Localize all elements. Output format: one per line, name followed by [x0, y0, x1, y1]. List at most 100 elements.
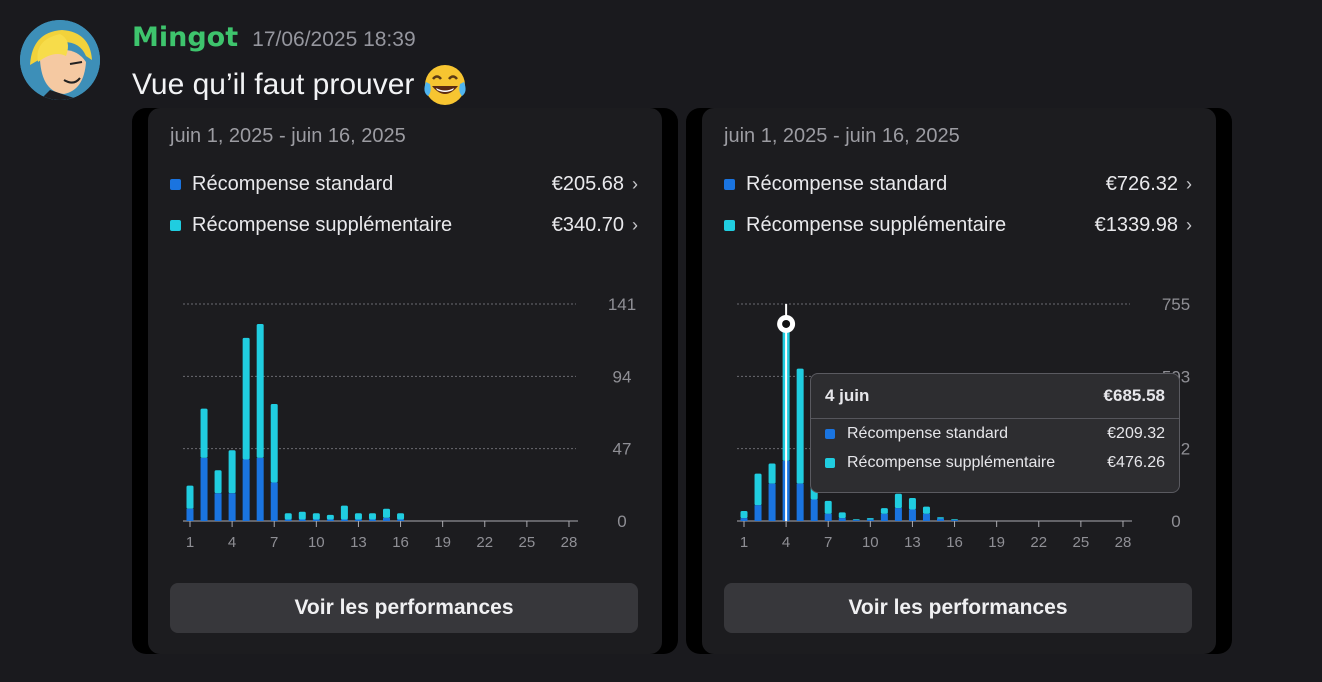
performance-card-1: juin 1, 2025 - juin 16, 2025 Récompense …	[148, 108, 662, 654]
bar-standard	[284, 519, 292, 521]
tooltip-supplementary-value: €476.26	[1107, 453, 1165, 471]
bar-standard	[937, 518, 945, 521]
bar-standard	[383, 517, 391, 521]
tooltip-supplementary-label: Récompense supplémentaire	[847, 453, 1056, 471]
legend-supplementary-row[interactable]: Récompense supplémentaire €340.70 ›	[170, 211, 638, 239]
tooltip-row-standard: Récompense standard €209.32	[811, 419, 1179, 448]
legend-standard-label: Récompense standard	[746, 172, 948, 195]
y-tick-label: 94	[613, 367, 632, 386]
tooltip-standard-value: €209.32	[1107, 424, 1165, 442]
y-tick-label: 0	[617, 512, 626, 531]
x-tick-label: 4	[228, 534, 236, 551]
view-performance-button[interactable]: Voir les performances	[724, 583, 1192, 633]
bar-standard	[740, 518, 748, 521]
message-timestamp: 17/06/2025 18:39	[252, 28, 416, 51]
y-tick-label: 0	[1171, 512, 1180, 531]
legend-supplementary-label: Récompense supplémentaire	[746, 213, 1007, 236]
bar-supplementary	[754, 473, 762, 506]
hover-point-center	[782, 319, 791, 328]
x-tick-label: 22	[476, 534, 493, 551]
bar-supplementary	[298, 511, 306, 520]
card-frame-2: juin 1, 2025 - juin 16, 2025 Récompense …	[686, 108, 1232, 654]
chevron-right-icon: ›	[1186, 173, 1192, 194]
legend-standard-value: €205.68	[551, 172, 624, 195]
x-tick-label: 28	[1115, 534, 1132, 551]
bar-supplementary	[228, 450, 236, 494]
x-tick-label: 16	[946, 534, 963, 551]
bar-supplementary	[354, 513, 362, 520]
bar-supplementary	[838, 512, 846, 519]
bar-standard	[270, 482, 278, 521]
bar-standard	[340, 519, 348, 521]
bar-standard	[951, 520, 959, 521]
y-tick-label: 141	[608, 295, 636, 314]
x-tick-label: 22	[1030, 534, 1047, 551]
bar-supplementary	[368, 513, 376, 520]
rewards-chart-1[interactable]: 141 94 47 0 1 4 7 10 13 16 19 22 25 28	[148, 288, 678, 558]
bar-supplementary	[768, 463, 776, 484]
bar-standard	[810, 499, 818, 521]
x-tick-label: 7	[824, 534, 832, 551]
tooltip-header: 4 juin €685.58	[811, 374, 1179, 419]
bar-supplementary	[866, 518, 874, 520]
date-range: juin 1, 2025 - juin 16, 2025	[724, 125, 960, 147]
standard-color-swatch	[724, 178, 735, 190]
bar-supplementary	[824, 500, 832, 514]
standard-color-swatch	[170, 178, 181, 190]
legend-supplementary-value: €1339.98	[1094, 213, 1178, 236]
avatar-image	[20, 20, 100, 100]
bar-standard	[768, 483, 776, 521]
bar-supplementary	[397, 513, 405, 520]
standard-color-swatch	[825, 428, 835, 439]
avatar[interactable]	[20, 20, 100, 100]
message-header: Mingot 17/06/2025 18:39	[132, 22, 416, 53]
bar-supplementary	[852, 519, 860, 521]
tooltip-total: €685.58	[1103, 386, 1165, 405]
bar-standard	[866, 519, 874, 521]
x-tick-label: 10	[308, 534, 325, 551]
bar-supplementary	[270, 404, 278, 483]
x-tick-label: 13	[904, 534, 921, 551]
bar-standard	[354, 519, 362, 521]
bar-standard	[824, 513, 832, 521]
x-tick-label: 4	[782, 534, 790, 551]
x-tick-label: 7	[270, 534, 278, 551]
message-body: Vue qu’il faut prouver	[132, 68, 415, 101]
bar-standard	[186, 508, 194, 521]
bar-standard	[242, 459, 250, 521]
bar-standard	[326, 519, 334, 521]
legend-standard-row[interactable]: Récompense standard €205.68 ›	[170, 170, 638, 198]
message-text: Vue qu’il faut prouver	[132, 62, 468, 108]
tooltip-row-supplementary: Récompense supplémentaire €476.26	[811, 448, 1179, 477]
bar-supplementary	[922, 506, 930, 514]
x-tick-label: 13	[350, 534, 367, 551]
legend-standard-row[interactable]: Récompense standard €726.32 ›	[724, 170, 1192, 198]
x-tick-label: 19	[434, 534, 451, 551]
bar-supplementary	[340, 505, 348, 520]
bar-supplementary	[880, 508, 888, 514]
x-tick-label: 10	[862, 534, 879, 551]
chevron-right-icon: ›	[632, 173, 638, 194]
legend-supplementary-label: Récompense supplémentaire	[192, 213, 453, 236]
supplementary-color-swatch	[825, 457, 835, 468]
x-tick-label: 1	[740, 534, 748, 551]
bar-standard	[922, 513, 930, 521]
legend-supplementary-row[interactable]: Récompense supplémentaire €1339.98 ›	[724, 211, 1192, 239]
performance-card-2: juin 1, 2025 - juin 16, 2025 Récompense …	[702, 108, 1216, 654]
username[interactable]: Mingot	[132, 22, 239, 53]
x-tick-label: 25	[1073, 534, 1090, 551]
y-tick-label: 47	[613, 440, 632, 459]
bar-standard	[214, 493, 222, 521]
bar-supplementary	[383, 508, 391, 518]
bar-standard	[880, 513, 888, 521]
bar-supplementary	[214, 470, 222, 494]
bar-standard	[796, 483, 804, 521]
bar-standard	[200, 457, 208, 521]
y-tick-label: 755	[1162, 295, 1190, 314]
legend-standard-label: Récompense standard	[192, 172, 394, 195]
bar-supplementary	[894, 493, 902, 509]
bar-supplementary	[951, 519, 959, 521]
tooltip-standard-label: Récompense standard	[847, 424, 1008, 442]
view-performance-button[interactable]: Voir les performances	[170, 583, 638, 633]
bar-standard	[838, 518, 846, 521]
